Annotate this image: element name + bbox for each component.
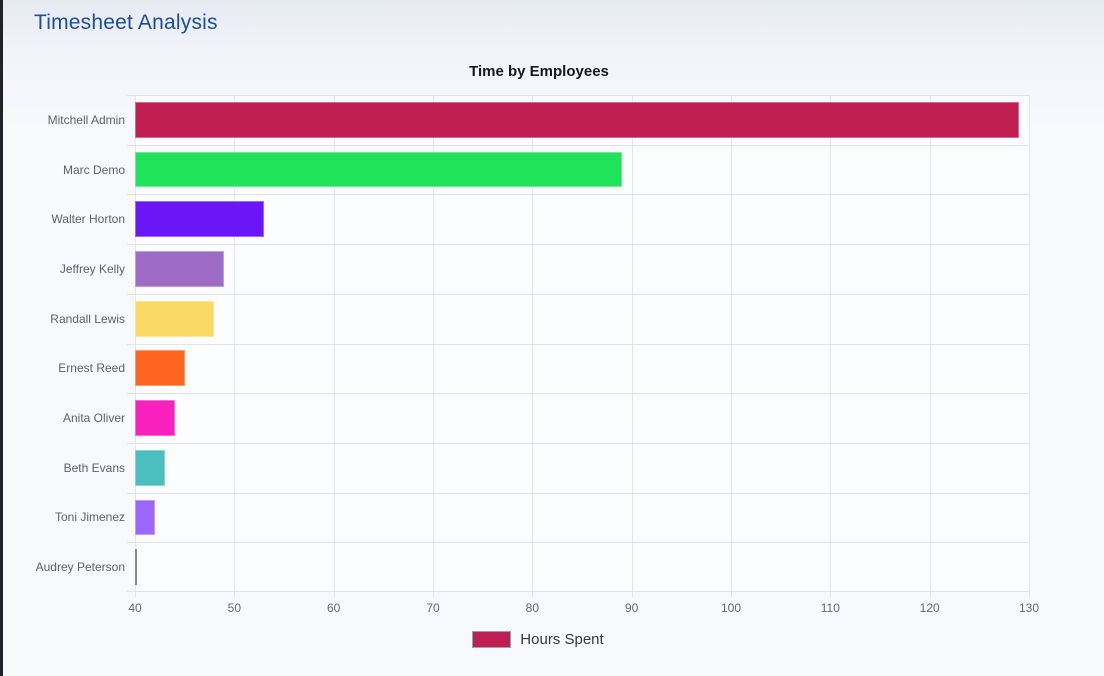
y-axis-label: Ernest Reed xyxy=(58,361,125,376)
x-axis-tick-label: 40 xyxy=(128,601,142,615)
gridline-vertical xyxy=(432,95,434,597)
y-axis-label: Walter Horton xyxy=(51,212,125,227)
y-axis-label: Beth Evans xyxy=(63,460,125,475)
legend: Hours Spent xyxy=(0,631,1076,648)
bar-row xyxy=(135,294,1029,344)
legend-label: Hours Spent xyxy=(520,631,604,648)
bar-row xyxy=(135,145,1029,195)
chart-bar[interactable] xyxy=(135,350,185,387)
y-axis-label: Jeffrey Kelly xyxy=(59,261,125,276)
y-axis-label: Anita Oliver xyxy=(62,411,125,426)
gridline-vertical xyxy=(135,95,136,597)
y-axis-label: Marc Demo xyxy=(62,162,125,177)
plot-area xyxy=(127,95,1030,597)
x-axis-tick-label: 100 xyxy=(720,601,742,615)
gridline-horizontal xyxy=(127,343,1029,345)
chart-bar[interactable] xyxy=(135,499,155,536)
bar-row xyxy=(135,194,1029,244)
gridline-horizontal xyxy=(127,95,1029,96)
gridline-horizontal xyxy=(127,492,1029,494)
chart-bar[interactable] xyxy=(135,300,215,337)
bar-row xyxy=(135,244,1029,294)
x-axis-tick-label: 50 xyxy=(227,601,242,615)
y-axis: Mitchell Admin Marc Demo Walter Horton Jeff… xyxy=(0,95,125,592)
page-title: Timesheet Analysis xyxy=(34,11,218,34)
bar-row xyxy=(135,95,1029,145)
gridline-vertical xyxy=(730,95,732,597)
gridline-vertical xyxy=(1029,95,1030,597)
chart-bar[interactable] xyxy=(135,549,137,586)
gridline-horizontal xyxy=(127,144,1029,146)
gridline-horizontal xyxy=(127,542,1029,544)
y-axis-label: Randall Lewis xyxy=(50,311,125,326)
bar-row xyxy=(135,344,1029,394)
x-axis-tick-label: 70 xyxy=(426,601,440,615)
y-axis-label: Audrey Peterson xyxy=(35,560,125,575)
gridline-vertical xyxy=(631,95,633,597)
chart-bar[interactable] xyxy=(135,201,265,238)
chart-bar[interactable] xyxy=(135,251,225,287)
window-edge xyxy=(0,0,3,676)
bar-row xyxy=(135,443,1029,493)
gridline-vertical xyxy=(234,95,236,597)
y-axis-label: Toni Jimenez xyxy=(54,510,125,525)
x-axis-tick-label: 90 xyxy=(624,601,639,615)
chart-bar[interactable] xyxy=(135,101,1020,138)
x-axis-tick-label: 60 xyxy=(326,601,341,615)
chart-bar[interactable] xyxy=(135,400,175,436)
x-axis: 40 50 60 70 80 90 100 110 120 130 xyxy=(128,592,1039,622)
x-axis-tick-label: 130 xyxy=(1018,601,1040,615)
gridline-vertical xyxy=(532,95,534,597)
legend-swatch xyxy=(472,631,512,648)
gridline-horizontal xyxy=(127,393,1029,395)
gridline-horizontal xyxy=(127,293,1029,295)
gridline-horizontal xyxy=(127,194,1029,196)
gridline-vertical xyxy=(929,95,931,597)
bar-row xyxy=(135,393,1029,443)
x-axis-tick-label: 120 xyxy=(919,601,940,615)
y-axis-label: Mitchell Admin xyxy=(47,112,125,127)
chart-bar[interactable] xyxy=(135,151,622,188)
gridline-vertical xyxy=(333,95,335,597)
legend-item-hours-spent[interactable]: Hours Spent xyxy=(472,631,604,648)
bar-row xyxy=(135,493,1029,543)
x-axis-tick-label: 110 xyxy=(820,601,840,615)
gridline-vertical xyxy=(830,95,832,597)
x-axis-tick-label: 80 xyxy=(525,601,540,615)
chart-title: Time by Employees xyxy=(469,63,609,80)
bar-row xyxy=(135,542,1029,592)
chart-bar[interactable] xyxy=(135,449,165,486)
gridline-horizontal xyxy=(127,591,1029,592)
gridline-horizontal xyxy=(127,442,1029,444)
gridline-horizontal xyxy=(127,244,1029,246)
